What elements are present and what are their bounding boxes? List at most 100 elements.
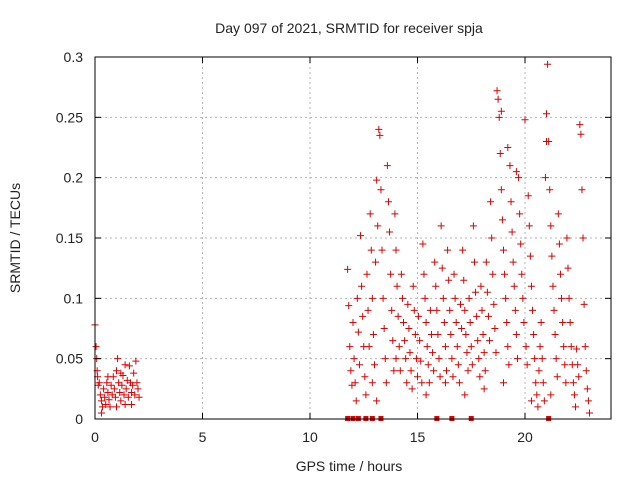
data-point <box>525 222 533 230</box>
x-axis-label: GPS time / hours <box>296 458 403 474</box>
data-point <box>448 355 456 363</box>
data-point <box>347 367 355 375</box>
data-point <box>572 403 580 411</box>
data-point <box>527 397 535 405</box>
data-point <box>429 349 437 357</box>
data-point <box>104 388 112 396</box>
data-point <box>92 343 100 351</box>
data-point <box>446 306 454 314</box>
data-point <box>118 381 126 389</box>
data-point <box>480 385 488 393</box>
data-point <box>359 312 367 320</box>
data-point <box>492 349 500 357</box>
data-point <box>534 403 542 411</box>
y-tick-label: 0.15 <box>56 230 83 246</box>
data-point <box>495 113 503 121</box>
data-point <box>483 288 491 296</box>
data-point <box>461 391 469 399</box>
data-point <box>479 331 487 339</box>
data-point <box>121 361 129 369</box>
data-point <box>105 396 113 404</box>
data-point <box>556 270 564 278</box>
data-point <box>512 331 520 339</box>
data-point <box>549 282 557 290</box>
data-point <box>391 210 399 218</box>
data-point <box>567 343 575 351</box>
data-point <box>397 270 405 278</box>
data-point <box>529 306 537 314</box>
data-point <box>449 373 457 381</box>
data-point <box>473 312 481 320</box>
data-point <box>376 131 384 139</box>
data-point <box>474 337 482 345</box>
data-point <box>543 110 550 118</box>
data-point <box>515 174 523 182</box>
data-point <box>500 246 507 254</box>
data-point <box>420 270 428 278</box>
data-point <box>100 385 108 393</box>
x-tick-label: 15 <box>410 429 426 445</box>
data-point <box>368 379 376 387</box>
data-point <box>519 294 527 302</box>
data-point <box>130 369 138 377</box>
data-point <box>539 379 547 387</box>
data-point <box>523 361 531 369</box>
data-point <box>489 270 497 278</box>
data-point <box>113 367 120 375</box>
data-point <box>507 198 515 206</box>
data-point <box>412 355 420 363</box>
data-point <box>563 234 571 242</box>
data-point <box>135 393 143 401</box>
data-point <box>490 300 498 308</box>
data-point <box>134 385 142 393</box>
data-point <box>561 361 569 369</box>
data-point <box>121 401 129 409</box>
data-point <box>344 265 352 273</box>
data-point <box>478 306 486 314</box>
data-point <box>392 246 400 254</box>
data-point <box>444 246 452 254</box>
data-point <box>362 391 370 399</box>
data-point <box>581 343 589 351</box>
data-point <box>358 282 366 290</box>
y-tick-label: 0 <box>75 411 83 427</box>
data-point <box>433 306 441 314</box>
data-point <box>566 318 574 326</box>
data-point <box>503 318 511 326</box>
data-point <box>421 294 429 302</box>
axis-ticks <box>94 56 611 420</box>
x-tick-label: 0 <box>91 429 99 445</box>
data-point <box>363 270 371 278</box>
data-point <box>509 258 517 266</box>
data-point <box>375 125 383 133</box>
y-tick-label: 0.1 <box>64 290 84 306</box>
x-tick-label: 5 <box>199 429 207 445</box>
data-point <box>369 331 377 339</box>
data-point <box>559 318 567 326</box>
data-point <box>547 391 555 399</box>
data-point <box>532 379 540 387</box>
data-point <box>422 318 430 326</box>
y-tick-labels: 0 0.05 0.1 0.15 0.2 0.25 0.3 <box>56 49 83 427</box>
x-tick-label: 10 <box>302 429 318 445</box>
data-point <box>402 355 410 363</box>
data-point <box>469 222 477 230</box>
data-point <box>455 379 463 387</box>
data-point <box>96 391 104 399</box>
data-point <box>460 276 468 284</box>
data-point <box>526 252 534 260</box>
data-point <box>378 246 386 254</box>
data-point <box>414 373 421 381</box>
data-point <box>131 391 139 399</box>
data-point <box>477 282 485 290</box>
plot-frame <box>94 56 612 420</box>
data-point <box>565 294 573 302</box>
data-point <box>125 362 133 370</box>
data-point <box>124 393 132 401</box>
data-point <box>383 162 391 170</box>
data-point <box>457 300 464 308</box>
data-point <box>586 409 593 417</box>
data-point <box>487 198 495 206</box>
data-point <box>466 318 474 326</box>
